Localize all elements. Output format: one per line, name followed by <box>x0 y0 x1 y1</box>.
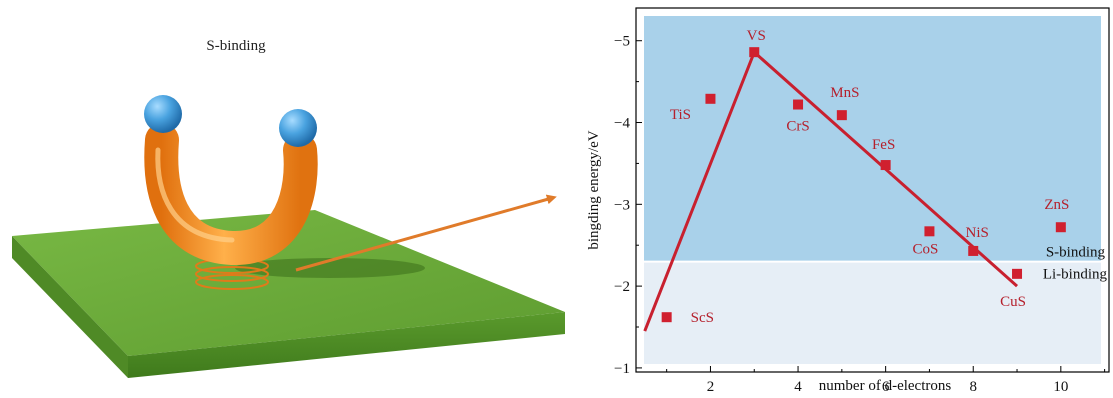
point-label-vs: VS <box>747 28 766 44</box>
x-axis-ticks: 2 4 6 8 10 <box>666 366 1106 395</box>
binding-energy-chart: −1 −2 −3 −4 −5 2 4 6 8 10 ScS TiS VS CrS MnS FeS CoS Ni… <box>586 7 1110 395</box>
point-cus <box>1012 268 1023 279</box>
x-tick-label: 6 <box>882 379 890 395</box>
point-mns <box>836 110 847 121</box>
x-tick-label: 2 <box>707 379 715 395</box>
point-cos <box>924 226 935 237</box>
point-nis <box>968 245 979 256</box>
substrate-front-side <box>12 236 128 378</box>
point-crs <box>793 99 804 110</box>
molecule-tube-highlight <box>155 147 235 243</box>
point-label-zns: ZnS <box>1044 197 1069 213</box>
point-fes <box>880 160 891 171</box>
y-tick-label: −3 <box>614 197 630 213</box>
point-label-mns: MnS <box>830 85 859 101</box>
molecule-tube <box>144 123 318 265</box>
point-labels: ScS TiS VS CrS MnS FeS CoS NiS CuS ZnS <box>670 28 1069 326</box>
atom-right-icon <box>279 109 317 147</box>
data-points <box>661 47 1066 323</box>
pointer-arrow <box>295 194 557 272</box>
y-axis-ticks: −1 −2 −3 −4 −5 <box>614 34 642 377</box>
point-scs <box>661 312 672 323</box>
region-labels: S-binding Li-binding <box>1043 245 1108 283</box>
x-tick-label: 8 <box>969 379 977 395</box>
plot-frame <box>635 7 1110 373</box>
point-label-crs: CrS <box>786 119 809 135</box>
atom-left-icon <box>144 95 182 133</box>
substrate <box>12 210 565 378</box>
point-label-cus: CuS <box>1000 294 1026 310</box>
region-li-binding <box>644 261 1101 364</box>
region-label-s-binding: S-binding <box>1046 245 1106 261</box>
x-tick-label: 4 <box>794 379 802 395</box>
binding-regions <box>644 16 1101 364</box>
point-zns <box>1055 222 1066 233</box>
point-label-nis: NiS <box>966 225 989 241</box>
point-label-scs: ScS <box>691 310 714 326</box>
region-label-li-binding: Li-binding <box>1043 267 1108 283</box>
point-vs <box>749 47 760 58</box>
substrate-top <box>12 210 565 356</box>
x-axis-label: number of d-electrons <box>819 378 952 394</box>
y-tick-label: −5 <box>614 34 630 50</box>
molecule-shadow <box>235 258 425 278</box>
point-label-tis: TiS <box>670 107 691 123</box>
substrate-right-side <box>128 312 565 378</box>
y-axis-label: bingding energy/eV <box>586 130 602 249</box>
point-label-cos: CoS <box>913 241 939 257</box>
y-tick-label: −4 <box>614 116 630 132</box>
point-label-fes: FeS <box>872 137 895 153</box>
y-tick-label: −1 <box>614 361 630 377</box>
illustration-caption: S-binding <box>206 38 266 54</box>
y-tick-label: −2 <box>614 279 630 295</box>
point-tis <box>705 93 716 104</box>
x-tick-label: 10 <box>1053 379 1068 395</box>
axes-frame <box>635 7 1110 373</box>
s-binding-illustration: S-binding <box>12 38 565 378</box>
